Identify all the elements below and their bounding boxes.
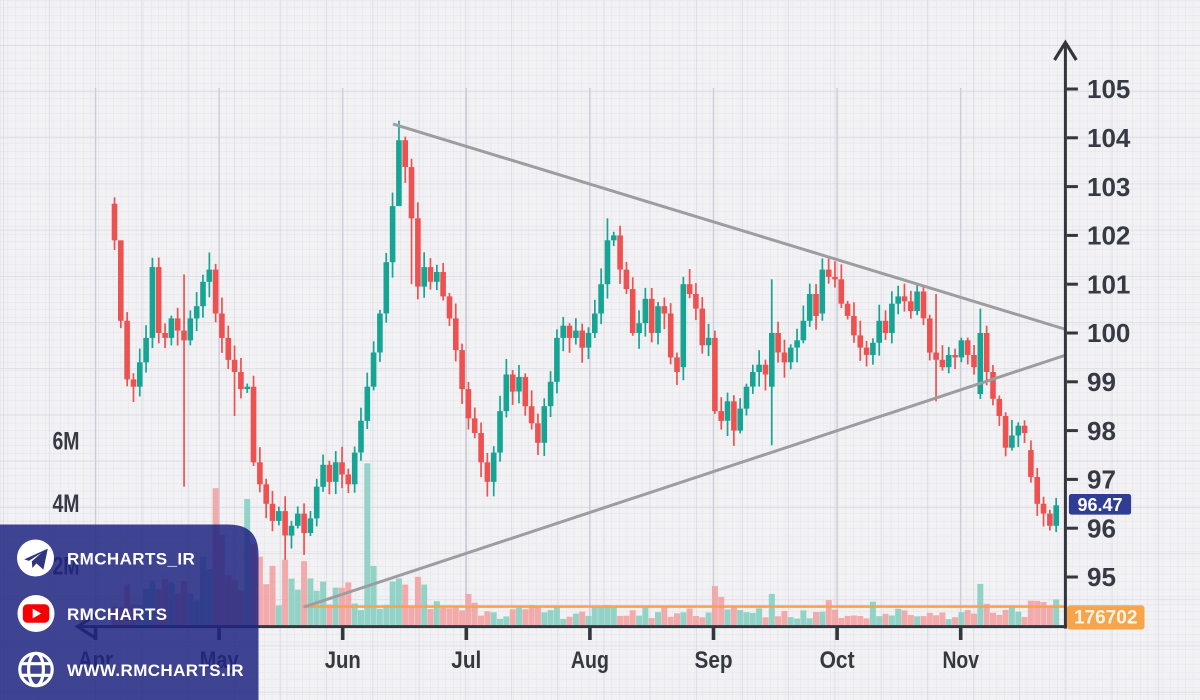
svg-text:97: 97 [1087,465,1116,495]
svg-text:99: 99 [1087,367,1116,397]
svg-text:103: 103 [1087,172,1130,202]
svg-text:104: 104 [1087,123,1131,153]
svg-text:176702: 176702 [1074,608,1137,629]
svg-text:WWW.RMCHARTS.IR: WWW.RMCHARTS.IR [67,661,244,680]
svg-text:96.47: 96.47 [1077,495,1122,515]
svg-text:100: 100 [1087,318,1130,348]
svg-text:Aug: Aug [571,647,609,674]
svg-text:Jul: Jul [451,647,481,674]
svg-text:105: 105 [1087,74,1130,104]
svg-text:96: 96 [1087,513,1116,543]
svg-text:Sep: Sep [695,647,733,674]
svg-text:Jun: Jun [325,647,361,674]
svg-text:98: 98 [1087,416,1116,446]
svg-text:Oct: Oct [820,647,855,674]
svg-text:102: 102 [1087,221,1130,251]
svg-text:Nov: Nov [942,647,979,674]
svg-text:6M: 6M [53,428,80,456]
svg-text:4M: 4M [53,490,80,518]
svg-text:RMCHARTS: RMCHARTS [67,605,167,624]
svg-text:95: 95 [1087,562,1116,592]
svg-text:RMCHARTS_IR: RMCHARTS_IR [67,549,195,568]
svg-text:101: 101 [1087,269,1130,299]
